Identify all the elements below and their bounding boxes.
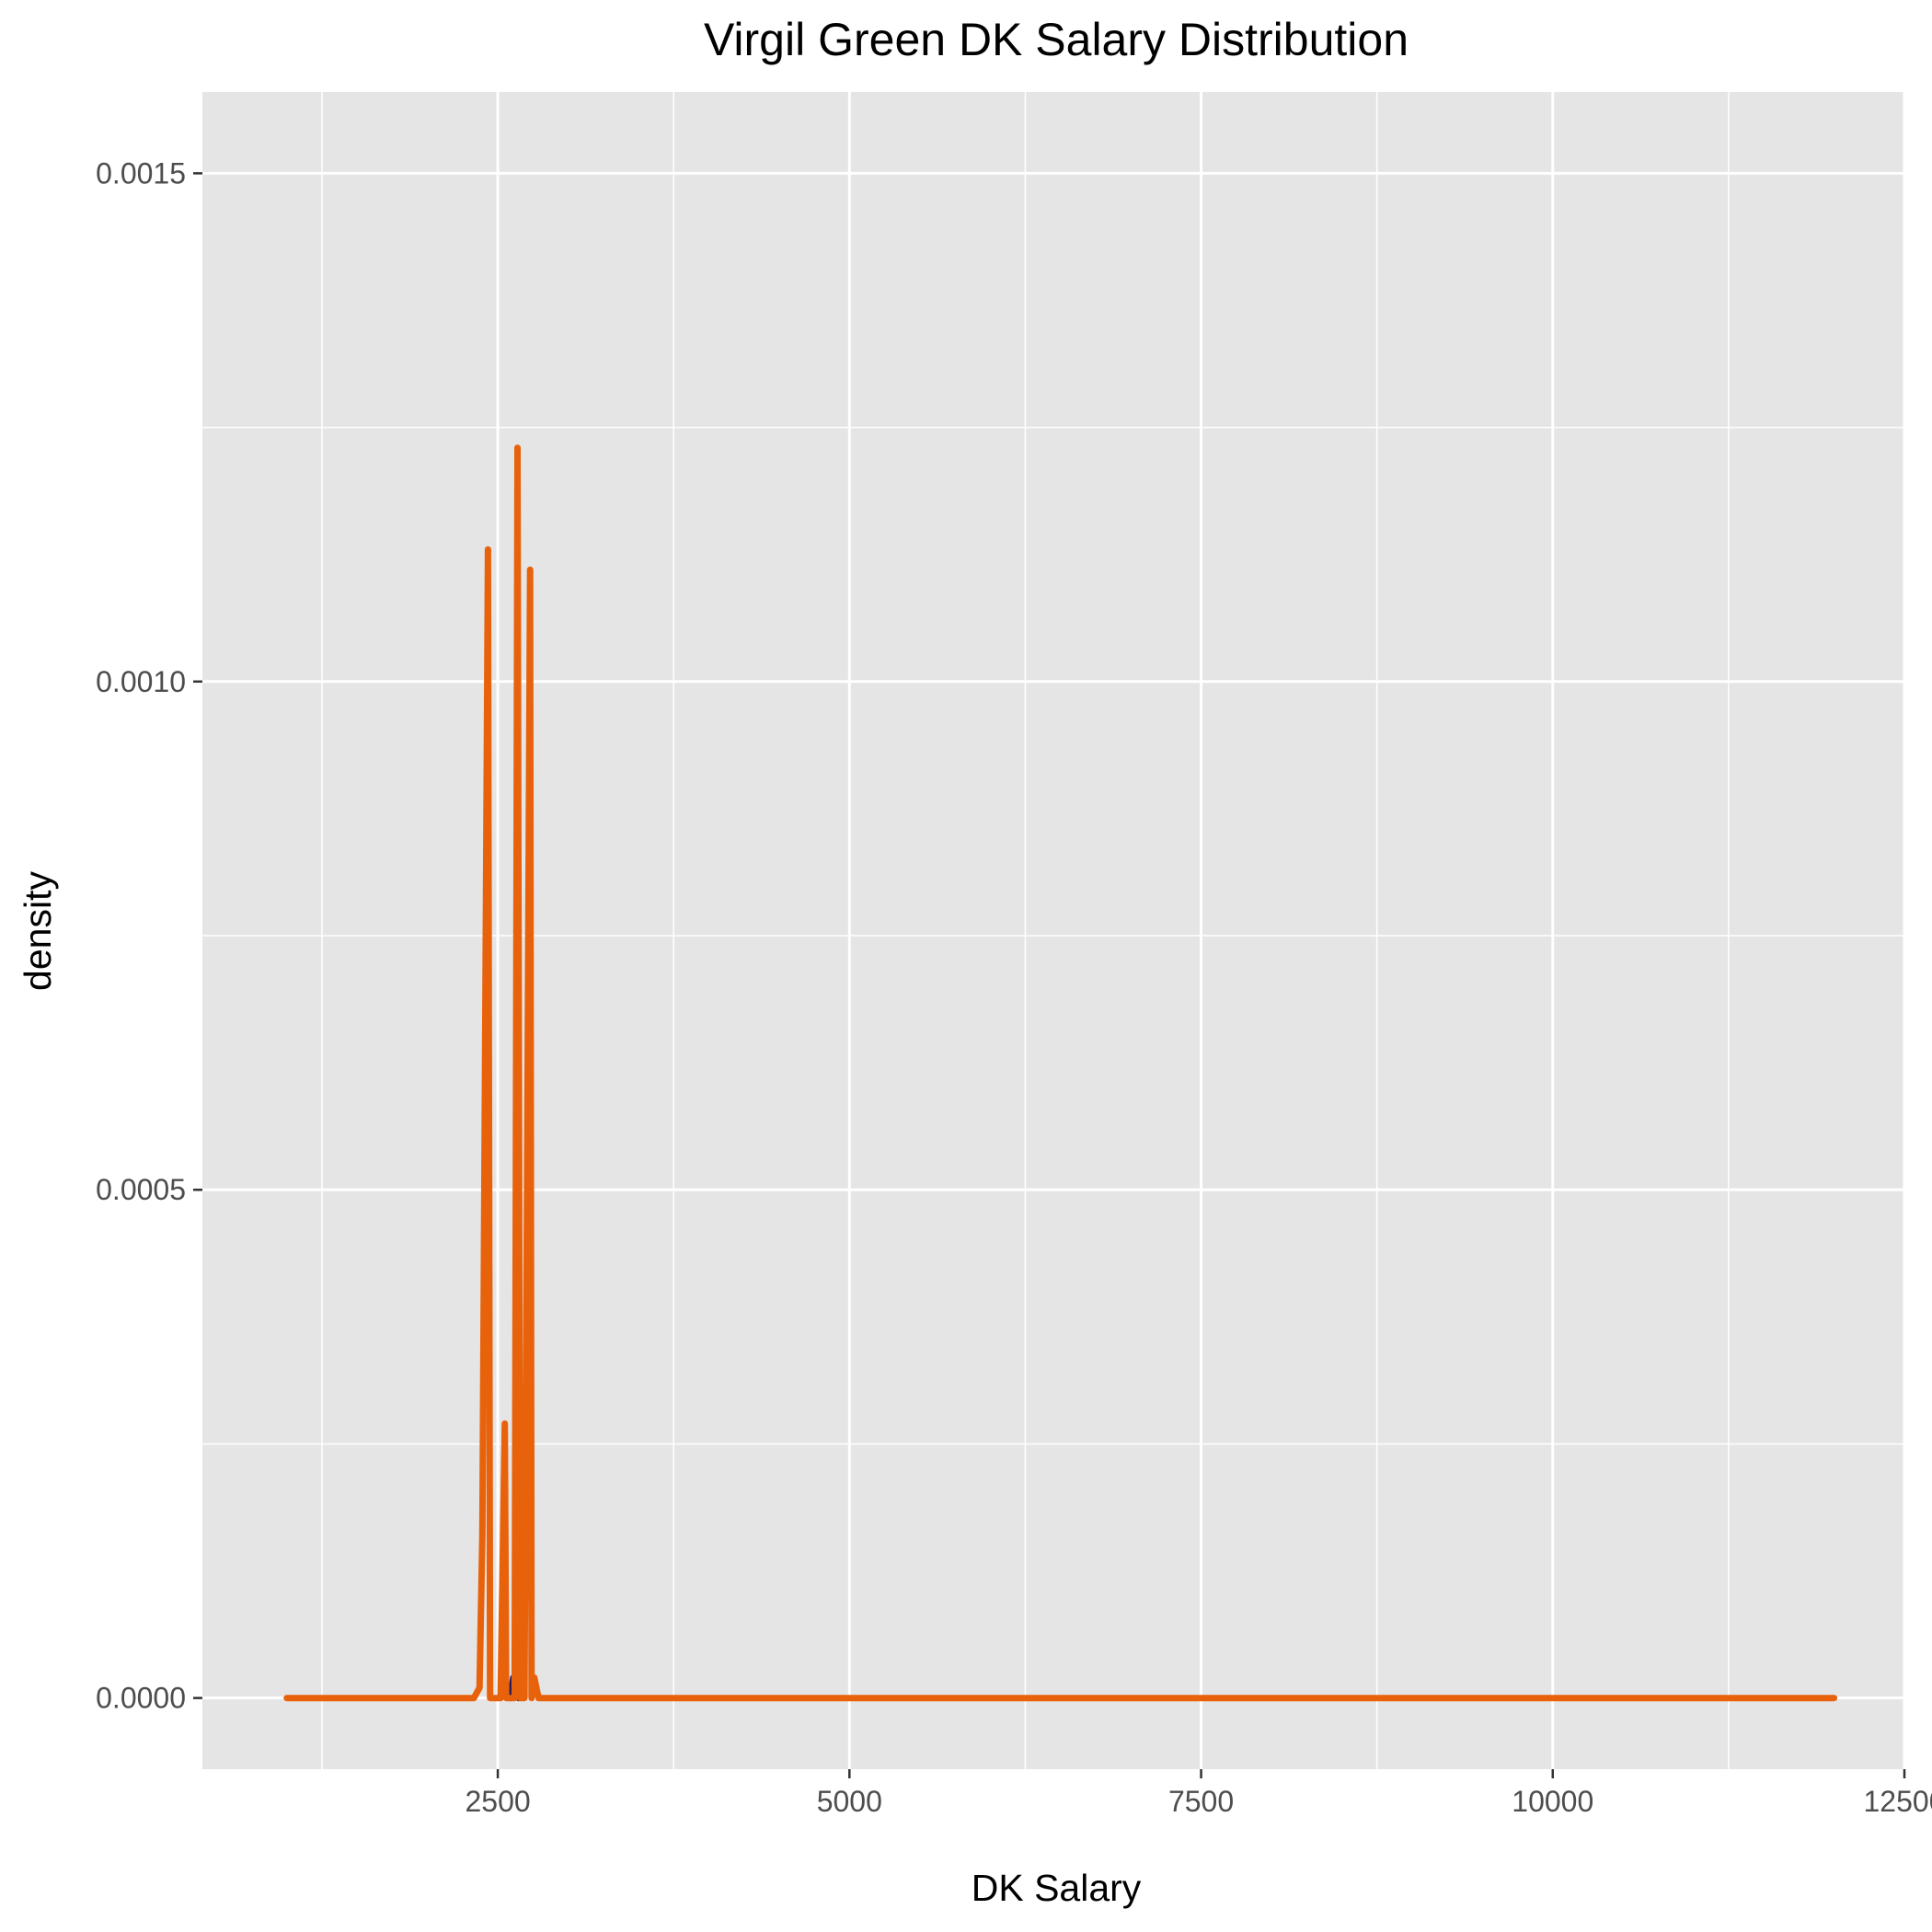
y-axis: 0.0000 0.0005 0.0010 0.0015	[96, 156, 202, 1715]
plot-panel	[202, 92, 1904, 1769]
y-tick-label: 0.0015	[96, 156, 186, 190]
x-tick-label: 10000	[1512, 1785, 1593, 1818]
y-axis-title: density	[17, 871, 59, 991]
y-tick-label: 0.0010	[96, 665, 186, 698]
x-tick-label: 5000	[817, 1785, 882, 1818]
x-tick-label: 2500	[465, 1785, 530, 1818]
density-line	[283, 444, 1838, 1702]
x-tick-label: 7500	[1168, 1785, 1234, 1818]
chart-title: Virgil Green DK Salary Distribution	[704, 14, 1409, 65]
density-lines	[283, 444, 1838, 1702]
y-tick-label: 0.0005	[96, 1173, 186, 1206]
x-axis-title: DK Salary	[972, 1867, 1142, 1909]
y-tick-label: 0.0000	[96, 1682, 186, 1715]
